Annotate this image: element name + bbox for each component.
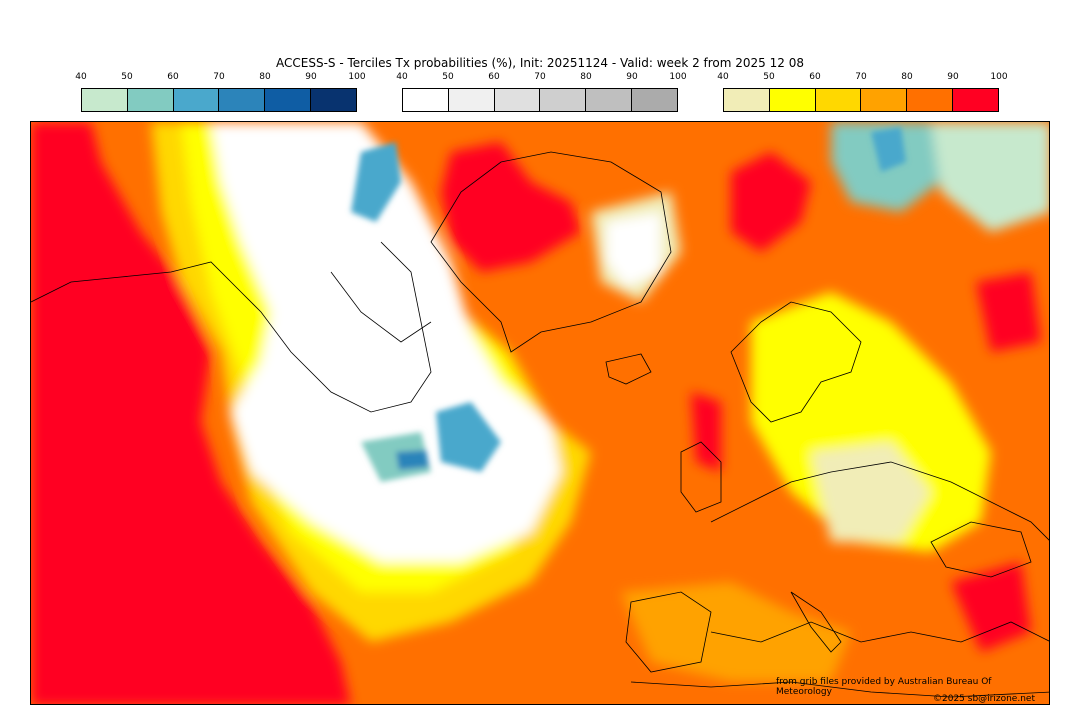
color-swatch (82, 89, 128, 111)
shade-blue-atlantic-2 (361, 432, 431, 482)
coastline-mediterranean (710, 621, 1049, 643)
coastline-italy (790, 591, 842, 653)
colorbar-near-normal (402, 88, 678, 112)
color-swatch (219, 89, 266, 111)
tick-label: 100 (990, 72, 1008, 82)
color-swatch (953, 89, 998, 111)
tick-label: 80 (580, 72, 592, 82)
tick-label: 60 (167, 72, 179, 82)
color-swatch (173, 89, 220, 111)
color-swatch (632, 89, 677, 111)
color-swatch (540, 89, 587, 111)
map-canvas (31, 122, 1049, 704)
shade-yellow-europe (751, 292, 991, 552)
colorbar-below-normal-ticks: 40 50 60 70 80 90 100 (75, 72, 365, 84)
tick-label: 60 (809, 72, 821, 82)
coastline-black-sea (930, 521, 1032, 578)
color-swatch (907, 89, 954, 111)
tick-label: 90 (947, 72, 959, 82)
tick-label: 50 (442, 72, 454, 82)
tick-label: 40 (717, 72, 729, 82)
tick-label: 70 (213, 72, 225, 82)
tick-label: 40 (75, 72, 87, 82)
probability-map: from grib files provided by Australian B… (30, 121, 1050, 705)
tick-label: 50 (121, 72, 133, 82)
color-swatch (494, 89, 541, 111)
coastline-scandinavia (730, 301, 862, 423)
coastline-iberia (625, 591, 712, 673)
shade-white-greenland (606, 212, 661, 287)
shade-red-russia (976, 272, 1041, 352)
shade-teal-northeast-2 (871, 127, 906, 172)
colorbar-above-normal-ticks: 40 50 60 70 80 90 100 (717, 72, 1007, 84)
tick-label: 40 (396, 72, 408, 82)
coastline-greenland (430, 151, 672, 353)
coastline-alaska (31, 241, 432, 413)
shade-cream-europe (811, 442, 931, 542)
color-swatch (724, 89, 770, 111)
colorbar-below-normal (81, 88, 357, 112)
colorbar-above-normal (723, 88, 999, 112)
color-swatch (311, 89, 356, 111)
coastline-iceland (605, 353, 652, 385)
colorbar-near-normal-ticks: 40 50 60 70 80 90 100 (396, 72, 686, 84)
tick-label: 50 (763, 72, 775, 82)
tick-label: 80 (259, 72, 271, 82)
color-swatch (403, 89, 449, 111)
coastline-africa (630, 681, 1049, 698)
shade-red-turkey (951, 562, 1031, 652)
tick-label: 100 (348, 72, 366, 82)
tick-label: 100 (669, 72, 687, 82)
color-swatch (448, 89, 495, 111)
color-swatch (586, 89, 633, 111)
coastlines (31, 151, 1049, 698)
shade-blue-atlantic (436, 402, 501, 472)
tick-label: 80 (901, 72, 913, 82)
coastline-europe (710, 461, 1049, 541)
shade-green-northeast (931, 122, 1049, 232)
shade-orange-iberia (621, 582, 851, 682)
shade-red-uk (691, 392, 721, 472)
shade-blue-labrador (351, 142, 401, 222)
color-swatch (769, 89, 816, 111)
tick-label: 70 (855, 72, 867, 82)
color-swatch (861, 89, 908, 111)
tick-label: 90 (305, 72, 317, 82)
color-swatch (127, 89, 174, 111)
shade-red-west (31, 122, 351, 704)
tick-label: 60 (488, 72, 500, 82)
shade-red-greenland (441, 142, 581, 272)
copyright-credit: ©2025 sb@irizone.net (933, 694, 1035, 704)
coastline-hudson (330, 271, 432, 343)
tick-label: 70 (534, 72, 546, 82)
coastline-uk (680, 441, 722, 513)
color-swatch (815, 89, 862, 111)
color-swatch (265, 89, 312, 111)
shade-red-norway (731, 152, 811, 252)
source-credit: from grib files provided by Australian B… (776, 677, 992, 697)
shade-blue-atlantic-3 (396, 450, 429, 470)
chart-title: ACCESS-S - Terciles Tx probabilities (%)… (276, 56, 804, 70)
tick-label: 90 (626, 72, 638, 82)
